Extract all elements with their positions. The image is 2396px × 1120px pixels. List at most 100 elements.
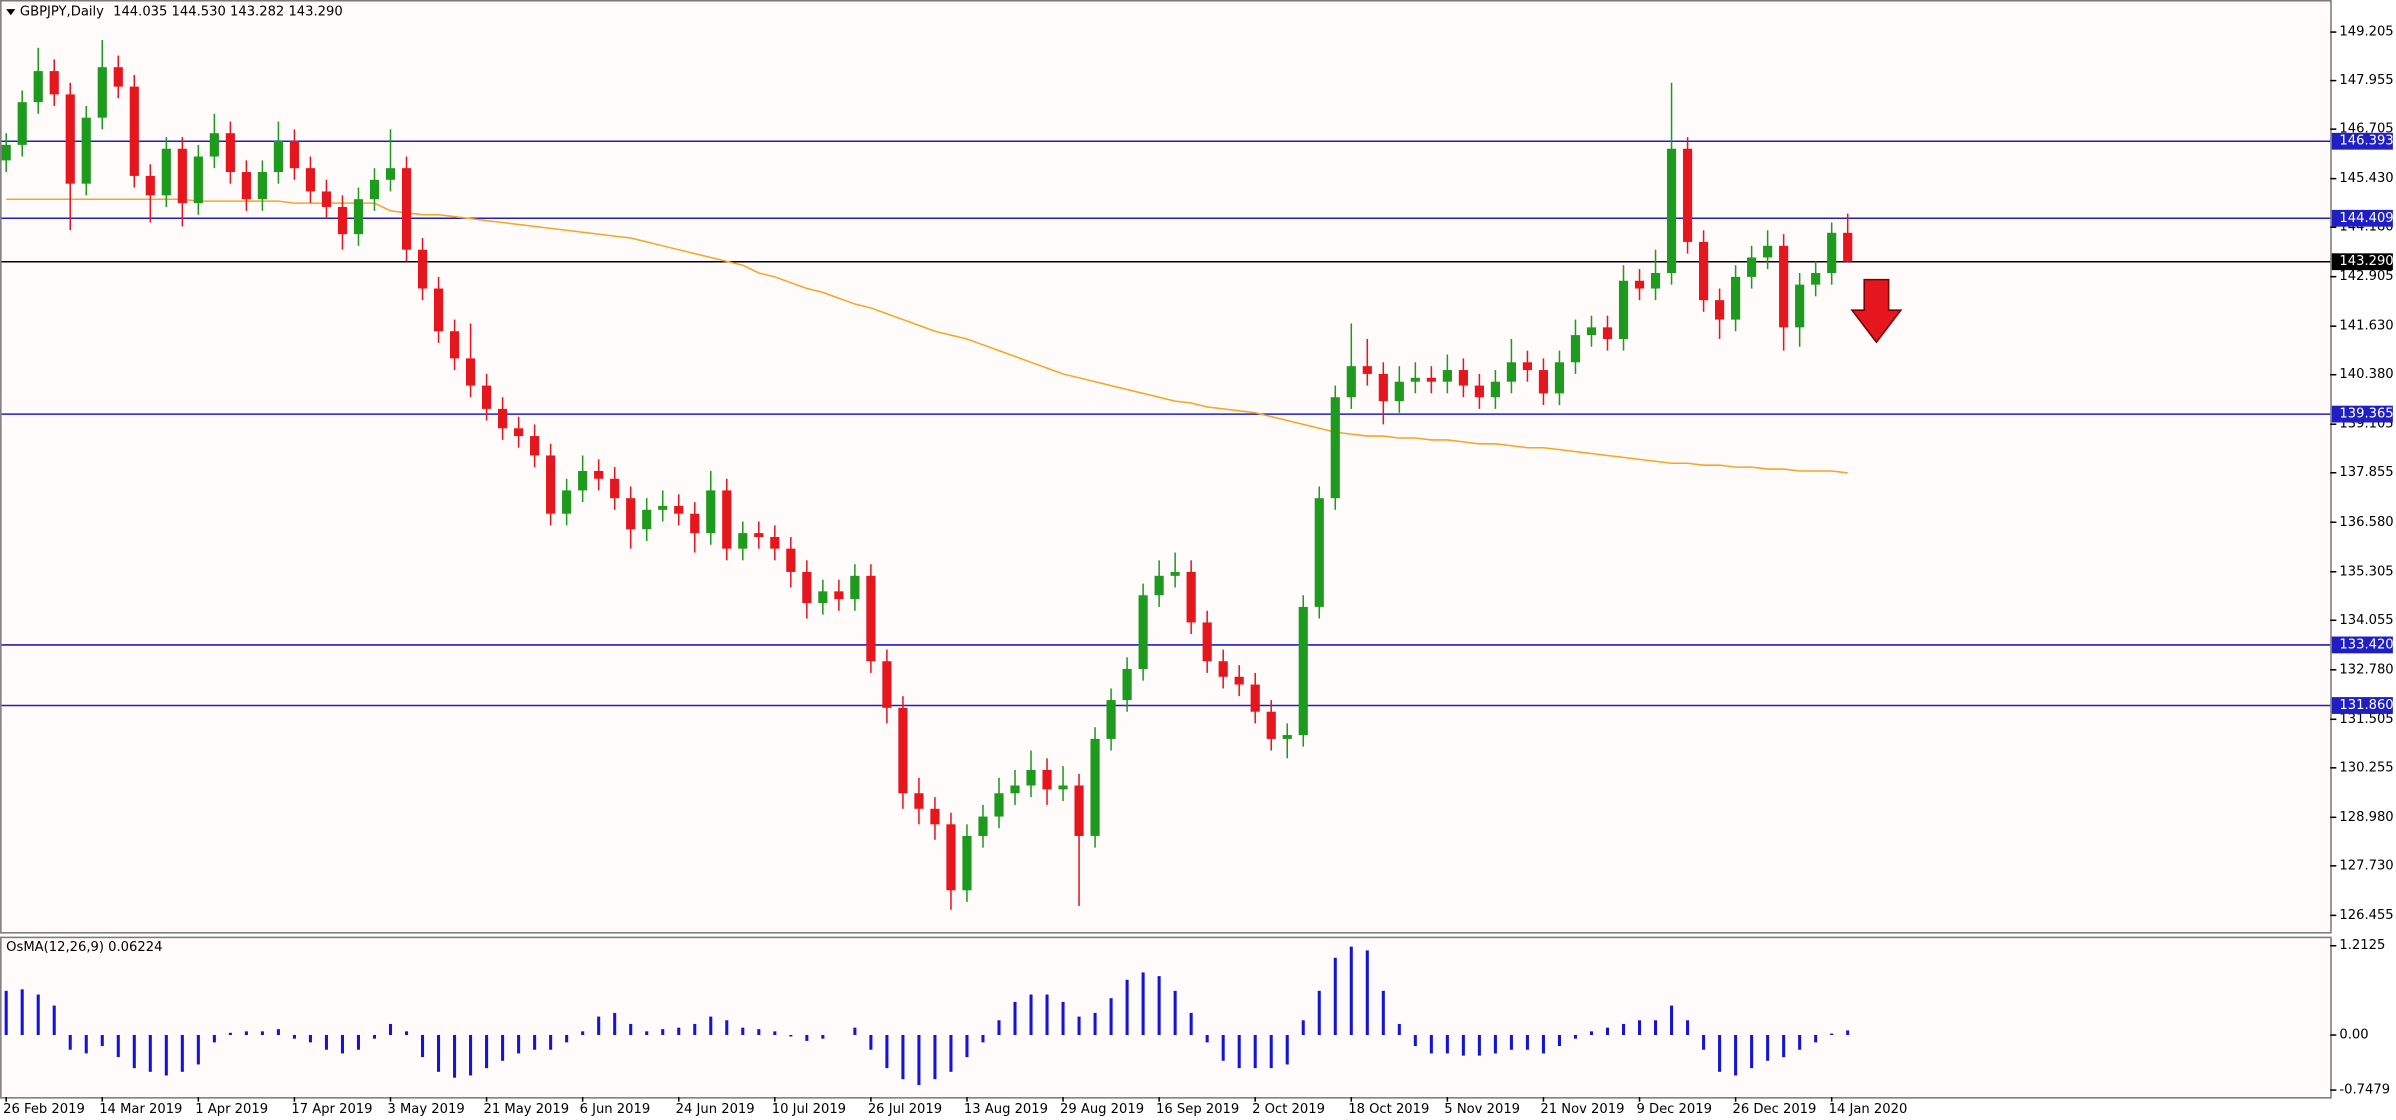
y-tick-label: 127.730 <box>2339 858 2393 873</box>
candle-body <box>738 533 748 549</box>
x-tick-label: 18 Oct 2019 <box>1348 1102 1429 1117</box>
y-tick-label: 149.205 <box>2339 25 2393 40</box>
y-tick-label: 130.255 <box>2339 760 2393 775</box>
x-tick-label: 6 Jun 2019 <box>580 1102 651 1117</box>
x-tick-label: 5 Nov 2019 <box>1444 1102 1520 1117</box>
candle-body <box>690 513 700 534</box>
candle-body <box>1266 711 1276 739</box>
candle-body <box>1490 381 1500 398</box>
candle-body <box>145 175 155 196</box>
y-tick-label: 134.055 <box>2339 613 2393 628</box>
candle-body <box>1330 397 1340 499</box>
moving-average <box>6 198 1848 474</box>
candle-body <box>1474 385 1484 398</box>
candle-body <box>1186 571 1196 623</box>
candle-body <box>1138 595 1148 670</box>
price-label-box <box>2331 253 2393 271</box>
candle-body <box>1522 362 1533 371</box>
candle-body <box>129 86 139 176</box>
y-tick-label: 1.2125 <box>2339 938 2385 953</box>
x-tick-label: 14 Jan 2020 <box>1829 1102 1908 1117</box>
candle-body <box>1426 377 1436 382</box>
candle-body <box>1 144 11 161</box>
x-tick-label: 9 Dec 2019 <box>1636 1102 1712 1117</box>
candle-body <box>802 571 812 604</box>
candle-body <box>770 537 780 549</box>
x-tick-label: 13 Aug 2019 <box>964 1102 1048 1117</box>
candle-body <box>1634 280 1645 289</box>
candle-body <box>1090 738 1100 836</box>
candle-body <box>1282 735 1292 739</box>
candle-body <box>562 490 572 514</box>
candle-body <box>994 793 1004 817</box>
candle-body <box>209 133 219 157</box>
indicator-title: OsMA(12,26,9) 0.06224 <box>6 940 162 955</box>
candle-body <box>1218 661 1228 677</box>
candle-body <box>1618 280 1629 339</box>
candle-body <box>1554 362 1565 394</box>
price-label: 131.860 <box>2339 698 2393 713</box>
candle-body <box>1538 370 1549 394</box>
candle-body <box>1602 327 1613 339</box>
candle-body <box>1042 769 1052 790</box>
down-arrow <box>1850 278 1903 344</box>
candle-body <box>1666 148 1677 273</box>
candle-body <box>1763 245 1773 258</box>
price-label: 139.365 <box>2339 407 2393 422</box>
candle-body <box>65 94 75 184</box>
candle-body <box>337 206 348 235</box>
candle-body <box>658 505 668 510</box>
x-tick-label: 21 Nov 2019 <box>1540 1102 1624 1117</box>
candle-body <box>225 133 235 173</box>
x-tick-label: 24 Jun 2019 <box>676 1102 755 1117</box>
candle-body <box>161 148 171 196</box>
candle-body <box>530 436 540 456</box>
x-tick-label: 26 Jul 2019 <box>868 1102 942 1117</box>
candle-body <box>1074 785 1084 836</box>
x-tick-label: 16 Sep 2019 <box>1156 1102 1239 1117</box>
candle-body <box>17 102 27 145</box>
candle-body <box>594 470 604 479</box>
candle-body <box>706 490 716 534</box>
candle-body <box>1394 381 1404 402</box>
x-tick-label: 21 May 2019 <box>484 1102 570 1117</box>
candle-body <box>1506 362 1517 382</box>
candle-body <box>401 168 412 250</box>
candle-body <box>177 148 187 204</box>
candle-body <box>305 168 316 192</box>
candle-body <box>898 707 908 794</box>
y-tick-label: 0.00 <box>2339 1028 2368 1043</box>
menu-triangle <box>6 9 16 16</box>
candle-body <box>289 140 300 169</box>
candle-body <box>1298 606 1308 736</box>
candle-body <box>1715 300 1725 320</box>
candle-body <box>1827 232 1837 273</box>
candle-body <box>546 455 556 514</box>
y-tick-label: 142.905 <box>2339 269 2393 284</box>
x-tick-label: 17 Apr 2019 <box>291 1102 372 1117</box>
candle-body <box>930 808 940 825</box>
price-label: 133.420 <box>2339 637 2393 652</box>
y-tick-label: -0.7479 <box>2339 1083 2390 1098</box>
candle-body <box>113 67 123 87</box>
candle-body <box>1795 284 1805 328</box>
x-tick-label: 26 Feb 2019 <box>3 1102 85 1117</box>
candle-body <box>1650 272 1661 289</box>
price-label-box <box>2331 636 2393 654</box>
price-label: 144.409 <box>2339 211 2393 226</box>
candle-body <box>498 408 508 429</box>
y-tick-label: 135.305 <box>2339 564 2393 579</box>
candle-body <box>1170 571 1180 576</box>
y-tick-label: 128.980 <box>2339 810 2393 825</box>
y-tick-label: 136.580 <box>2339 515 2393 530</box>
candle-body <box>1570 335 1581 363</box>
y-tick-label: 131.505 <box>2339 712 2393 727</box>
candle-body <box>1154 575 1164 596</box>
x-tick-label: 26 Dec 2019 <box>1733 1102 1817 1117</box>
candle-body <box>369 179 380 200</box>
candle-body <box>754 533 764 538</box>
candle-body <box>1234 676 1244 685</box>
candle-body <box>642 509 652 530</box>
x-tick-label: 3 May 2019 <box>387 1102 464 1117</box>
candle-body <box>481 385 492 409</box>
